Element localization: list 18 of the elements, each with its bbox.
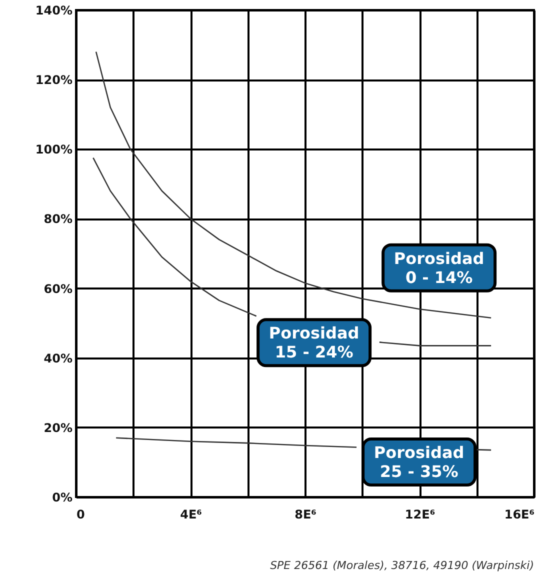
text: SPE 26561 (Morales), 38716, 49190 (Warpinski) <box>270 559 534 572</box>
y-tick-label: 0% <box>52 490 72 504</box>
y-tick-label: 80% <box>44 212 72 226</box>
y-tick-label: 20% <box>44 420 72 435</box>
y-tick-label: 100% <box>35 142 72 157</box>
series-label: Porosidad 15 - 24% <box>268 324 360 362</box>
x-tick-label: 4E⁶ <box>180 508 202 522</box>
series-label: Porosidad 25 - 35% <box>374 443 464 482</box>
x-tick-label: 8E⁶ <box>294 508 316 522</box>
line-series <box>95 51 492 319</box>
y-tick-label: 120% <box>35 73 72 88</box>
y-tick-label: 140% <box>35 4 72 18</box>
x-tick-label: 0 <box>76 508 85 522</box>
x-tick-label: 16E⁶ <box>504 508 534 522</box>
x-tick-label: 12E⁶ <box>404 508 436 522</box>
series-label: Porosidad 0 - 14% <box>394 248 484 287</box>
y-tick-label: 40% <box>44 351 72 366</box>
y-tick-label: 60% <box>44 282 72 296</box>
